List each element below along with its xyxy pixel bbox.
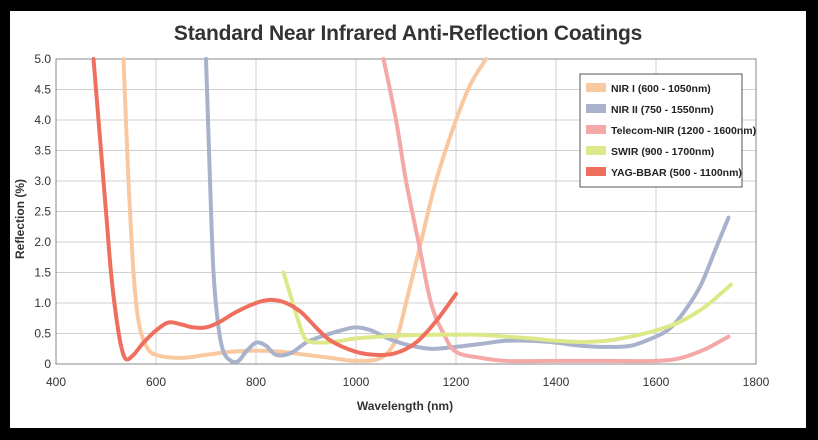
legend-swatch: [586, 104, 606, 113]
legend-label: SWIR (900 - 1700nm): [611, 146, 714, 158]
y-tick-label: 2.5: [34, 205, 51, 219]
y-tick-label: 3.5: [34, 144, 51, 158]
series-lines: [91, 57, 733, 364]
legend-label: NIR I (600 - 1050nm): [611, 83, 711, 95]
legend-label: Telecom-NIR (1200 - 1600nm): [611, 125, 756, 137]
legend: NIR I (600 - 1050nm) NIR II (750 - 1550nm…: [579, 73, 756, 188]
x-tick-label: 1400: [543, 375, 570, 389]
y-tick-label: 1.5: [34, 266, 51, 280]
chart-panel: Standard Near Infrared Anti-Reflection C…: [10, 11, 806, 428]
y-tick-label: 2.0: [34, 235, 51, 249]
x-tick-label: 1000: [343, 375, 370, 389]
x-tick-label: 1600: [643, 375, 670, 389]
series-line-telecom-nir-1200-1600nm: [381, 57, 731, 364]
series-line-nir-i-600-1050nm: [121, 57, 488, 363]
series-line-swir-900-1700nm: [281, 270, 733, 345]
plot-frame: [55, 58, 757, 365]
legend-swatch: [586, 83, 606, 92]
x-tick-label: 1800: [743, 375, 770, 389]
legend-label: NIR II (750 - 1550nm): [611, 104, 714, 116]
y-tick-label: 4.5: [34, 83, 51, 97]
x-axis-label: Wavelength (nm): [357, 399, 453, 413]
x-tick-label: 400: [46, 375, 66, 389]
x-tick-label: 800: [246, 375, 266, 389]
y-tick-label: 0: [44, 357, 51, 371]
axes: 400 600 800 1000 1200 1400 1600 1800 0 0.5 1.0 1.5 2…: [34, 52, 769, 389]
chart-title: Standard Near Infrared Anti-Reflection C…: [174, 22, 642, 45]
x-tick-label: 600: [146, 375, 166, 389]
y-tick-label: 0.5: [34, 327, 51, 341]
y-tick-label: 4.0: [34, 113, 51, 127]
legend-label: YAG-BBAR (500 - 1100nm): [611, 167, 742, 179]
legend-swatch: [586, 125, 606, 134]
reflection-chart: Standard Near Infrared Anti-Reflection C…: [13, 22, 770, 413]
legend-swatch: [586, 167, 606, 176]
y-axis-label: Reflection (%): [13, 179, 27, 259]
series-line-yag-bbar-500-1100nm: [91, 57, 458, 362]
y-tick-label: 1.0: [34, 296, 51, 310]
y-tick-label: 5.0: [34, 52, 51, 66]
series-line-nir-ii-750-1550nm: [204, 57, 731, 364]
legend-swatch: [586, 146, 606, 155]
x-tick-label: 1200: [443, 375, 470, 389]
legend-box: [579, 73, 743, 188]
y-tick-label: 3.0: [34, 174, 51, 188]
